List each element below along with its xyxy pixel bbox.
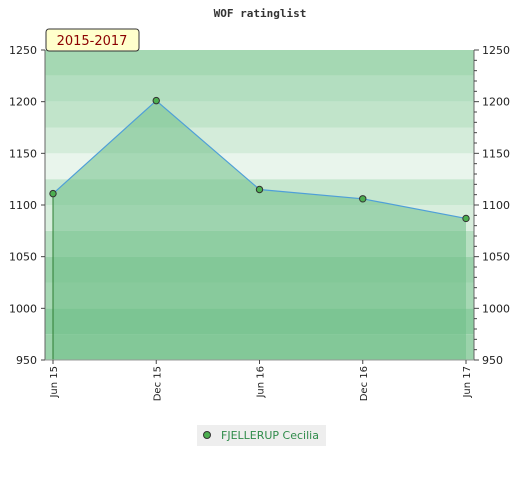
x-tick-label: Jun 17 [462, 366, 473, 399]
data-point [152, 96, 160, 105]
legend: FJELLERUP Cecilia [197, 425, 326, 446]
x-tick-label: Dec 15 [152, 366, 163, 401]
grid-band [45, 101, 474, 128]
period-label-bg [45, 28, 140, 52]
x-tick-label: Dec 16 [359, 366, 370, 401]
data-point [462, 214, 470, 223]
series-area [53, 100, 466, 360]
y-tick-label-left: 1000 [9, 302, 37, 315]
y-tick-label-left: 1150 [9, 147, 37, 160]
y-tick-label-right: 1200 [482, 96, 510, 109]
y-tick-label-right: 1050 [482, 251, 510, 264]
data-point [255, 185, 264, 194]
data-point [359, 195, 367, 203]
y-tick-label-left: 1100 [9, 199, 37, 212]
axes: 950 950 1000 1000 1050 1050 1100 1100 1150 1150 12… [9, 44, 510, 401]
chart-title: WOF ratinglist [214, 7, 307, 20]
period-label-box: 2015-2017 [45, 28, 140, 52]
y-tick-label-left: 1050 [9, 251, 37, 264]
legend-marker [203, 431, 211, 439]
data-point [49, 189, 57, 198]
x-tick-label: Jun 16 [256, 366, 267, 399]
grid-band [45, 50, 474, 76]
grid-band [45, 75, 474, 102]
y-tick-label-right: 1000 [482, 302, 510, 315]
y-tick-label-right: 1100 [482, 199, 510, 212]
y-tick-label-right: 1150 [482, 147, 510, 160]
y-tick-label-left: 950 [16, 354, 37, 367]
markers [49, 96, 470, 223]
legend-bg [197, 425, 326, 446]
legend-label: FJELLERUP Cecilia [221, 429, 319, 442]
y-tick-label-right: 1250 [482, 44, 510, 57]
period-label: 2015-2017 [57, 34, 128, 49]
x-tick-label: Jun 15 [49, 366, 60, 399]
y-tick-label-right: 950 [482, 354, 503, 367]
y-tick-label-left: 1250 [9, 44, 37, 57]
y-tick-label-left: 1200 [9, 96, 37, 109]
